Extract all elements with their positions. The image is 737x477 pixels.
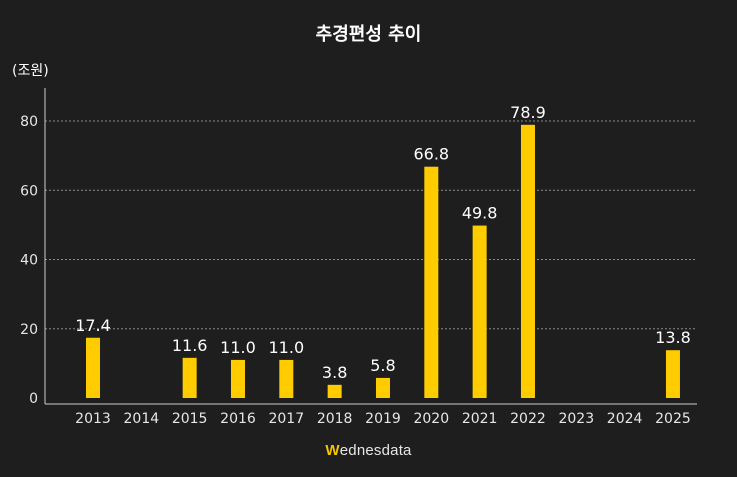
bar-2017 [279,359,294,398]
bar-2013 [86,337,100,398]
y-axis-unit-label: (조원) [12,63,49,79]
x-tick-label-2016: 2016 [220,411,256,427]
x-tick-label-2022: 2022 [510,411,546,427]
x-tick-label-2014: 2014 [124,411,160,427]
data-label-2022: 78.9 [510,103,546,122]
bar-2021 [472,225,487,398]
data-label-2025: 13.8 [655,328,691,347]
y-tick-label-0: 0 [29,391,38,407]
data-label-2015: 11.6 [172,336,208,355]
bar-2018 [327,384,342,398]
x-tick-label-2017: 2017 [268,411,304,427]
y-tick-label-40: 40 [20,253,38,269]
data-label-2017: 11.0 [269,338,305,357]
x-tick-label-2025: 2025 [655,411,691,427]
data-label-2020: 66.8 [413,145,449,164]
data-label-2016: 11.0 [220,338,256,357]
x-tick-label-2015: 2015 [172,411,208,427]
x-tick-label-2013: 2013 [75,411,111,427]
y-tick-label-80: 80 [20,114,38,130]
x-tick-label-2018: 2018 [317,411,353,427]
data-label-2021: 49.8 [462,204,498,223]
x-tick-label-2023: 2023 [558,411,594,427]
x-tick-label-2024: 2024 [607,411,643,427]
x-tick-label-2019: 2019 [365,411,401,427]
chart-title: 추경편성 추이 [315,24,422,45]
y-tick-label-60: 60 [20,183,38,199]
brand-logo-mark: W [325,442,340,459]
bar-2015 [182,357,197,398]
data-label-2018: 3.8 [322,363,347,382]
x-tick-label-2020: 2020 [413,411,449,427]
bar-2016 [230,359,245,398]
bar-2025 [665,350,680,398]
bar-2019 [375,377,390,398]
data-label-2019: 5.8 [370,356,395,375]
brand-logo: Wednesdata [0,442,737,459]
bar-2020 [424,166,439,398]
data-label-2013: 17.4 [75,316,111,335]
y-tick-label-20: 20 [20,322,38,338]
brand-logo-text: ednesdata [339,442,412,459]
x-tick-label-2021: 2021 [462,411,498,427]
bar-2022 [520,124,535,398]
